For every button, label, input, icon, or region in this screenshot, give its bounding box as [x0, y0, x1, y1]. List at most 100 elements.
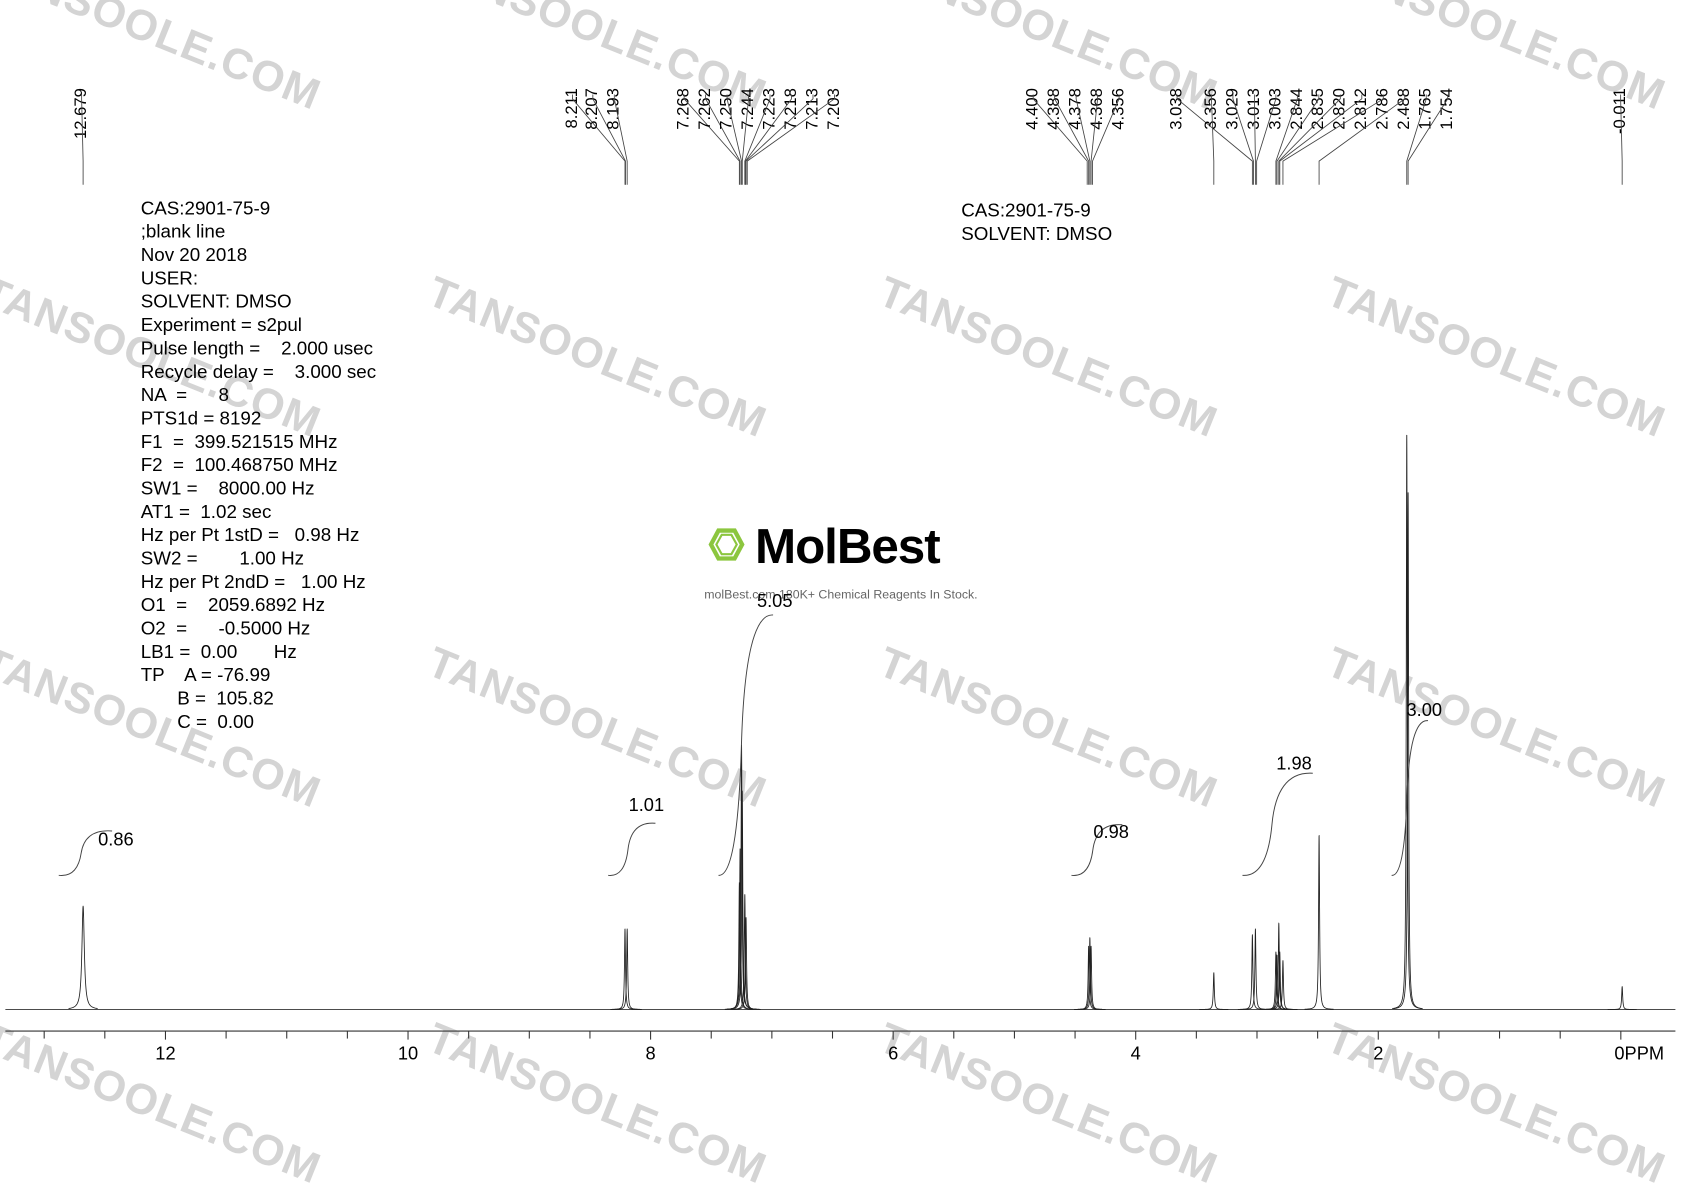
watermark: TANSOOLE.COM	[1320, 268, 1672, 447]
x-tick-label: 10	[398, 1042, 418, 1063]
integral-curve	[1071, 824, 1123, 876]
parameter-line: USER:	[141, 267, 198, 288]
peak-connector	[741, 94, 749, 185]
peak-connector	[1279, 94, 1363, 185]
peak-label: 3.003	[1265, 88, 1284, 130]
peak-label: 4.356	[1108, 88, 1127, 130]
peak	[1237, 934, 1267, 1010]
header-line: CAS:2901-75-9	[961, 200, 1090, 221]
peak-connector	[1275, 94, 1298, 185]
peak-connector	[1232, 94, 1254, 185]
peak-connector	[1211, 94, 1215, 185]
peak-connector	[1253, 94, 1256, 185]
peak-connector	[592, 94, 626, 185]
peak-connector	[744, 94, 792, 185]
parameter-line: O2 = -0.5000 Hz	[141, 617, 311, 638]
peak	[731, 917, 761, 1010]
integral-label: 0.86	[98, 828, 134, 849]
integral-curve	[718, 614, 774, 876]
peak-label: 3.038	[1166, 88, 1185, 130]
peak-connector	[1032, 94, 1088, 185]
peak-connector	[81, 94, 84, 185]
peak-connector	[613, 94, 628, 185]
peak-connector	[1406, 94, 1427, 185]
parameter-line: CAS:2901-75-9	[141, 197, 270, 218]
watermark: TANSOOLE.COM	[0, 0, 327, 120]
watermark: TANSOOLE.COM	[872, 1014, 1224, 1190]
peak	[727, 790, 757, 1010]
peak-label: 4.388	[1044, 88, 1063, 130]
integral-curve	[1391, 720, 1429, 876]
parameter-line: F1 = 399.521515 MHz	[141, 431, 338, 452]
peak-label: 4.378	[1066, 88, 1085, 130]
parameter-line: Hz per Pt 2ndD = 1.00 Hz	[141, 571, 366, 592]
logo-icon-inner	[715, 533, 738, 556]
peak-connector	[1176, 94, 1253, 185]
peak	[1199, 972, 1229, 1010]
parameter-line: F2 = 100.468750 MHz	[141, 454, 338, 475]
peak-label: 12.679	[71, 88, 90, 139]
parameter-line: PTS1d = 8192	[141, 407, 262, 428]
peak-connector	[1090, 94, 1099, 185]
header-line: SOLVENT: DMSO	[961, 223, 1112, 244]
peak	[1076, 945, 1106, 1010]
x-tick-label: 12	[155, 1042, 175, 1063]
peak-label: 2.786	[1373, 88, 1392, 130]
peak-label: 8.207	[582, 88, 601, 130]
peak-connector	[1256, 94, 1277, 185]
logo-icon	[708, 528, 745, 561]
peak-label: 7.203	[824, 88, 843, 130]
peak-label: -0.011	[1610, 88, 1629, 134]
parameter-line: ;blank line	[141, 221, 226, 242]
peak-label: 1.765	[1416, 88, 1435, 130]
peak	[1392, 434, 1422, 1009]
peak	[1240, 928, 1270, 1010]
parameter-line: TP A = -76.99	[141, 664, 271, 685]
peak-label: 2.812	[1351, 88, 1370, 130]
peak	[68, 905, 98, 1009]
peak-label: 7.218	[781, 88, 800, 130]
peak-connector	[1054, 94, 1090, 185]
parameter-line: Nov 20 2018	[141, 244, 248, 265]
peak-connector	[746, 94, 835, 185]
peak-connector	[1092, 94, 1120, 185]
peak	[1304, 835, 1334, 1010]
watermark: TANSOOLE.COM	[0, 1014, 327, 1190]
watermark: TANSOOLE.COM	[421, 1014, 773, 1190]
peak-label: 8.193	[604, 88, 623, 130]
integral-label: 1.98	[1276, 752, 1312, 773]
peak-label: 7.250	[716, 88, 735, 130]
peak	[730, 894, 760, 1010]
peak	[610, 928, 640, 1010]
parameter-line: B = 105.82	[141, 687, 274, 708]
watermark: TANSOOLE.COM	[872, 268, 1224, 447]
peak-label: 2.844	[1287, 88, 1306, 130]
peak-label: 2.820	[1330, 88, 1349, 130]
parameter-line: Experiment = s2pul	[141, 314, 302, 335]
parameter-line: AT1 = 1.02 sec	[141, 501, 272, 522]
peak-label: 7.213	[802, 88, 821, 130]
parameter-line: LB1 = 0.00 Hz	[141, 641, 297, 662]
x-tick-label: 8	[646, 1042, 656, 1063]
peak-label: 7.262	[695, 88, 714, 130]
peak-connector	[744, 94, 771, 185]
parameter-line: SW1 = 8000.00 Hz	[141, 477, 315, 498]
peak-connector	[1278, 94, 1341, 185]
parameter-line: C = 0.00	[141, 711, 254, 732]
peak	[1265, 951, 1295, 1010]
peak	[1393, 492, 1423, 1010]
peak-label: 2.488	[1394, 88, 1413, 130]
peak	[1268, 960, 1298, 1010]
peak-label: 3.356	[1201, 88, 1220, 130]
peak-label: 8.211	[562, 88, 581, 128]
peak	[612, 928, 642, 1010]
x-tick-label: 6	[888, 1042, 898, 1063]
watermark: TANSOOLE.COM	[872, 638, 1224, 817]
peak-connector	[705, 94, 741, 185]
logo-tagline: molBest.com 180K+ Chemical Reagents In S…	[704, 587, 977, 601]
peak-label: 3.013	[1244, 88, 1263, 130]
parameter-line: Pulse length = 2.000 usec	[141, 337, 373, 358]
parameter-line: O1 = 2059.6892 Hz	[141, 594, 325, 615]
x-tick-label: 2	[1373, 1042, 1383, 1063]
